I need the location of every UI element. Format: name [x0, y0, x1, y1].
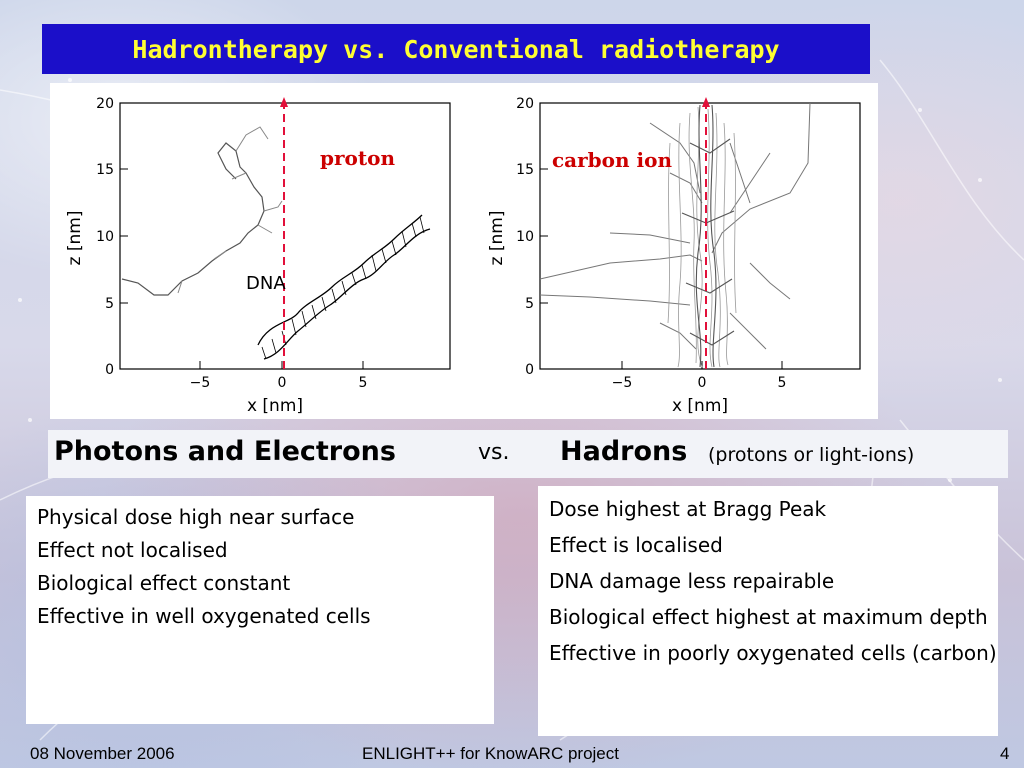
slide-title: Hadrontherapy vs. Conventional radiother…: [132, 34, 780, 64]
list-item: Biological effect constant: [37, 571, 291, 595]
page-number: 4: [1000, 744, 1010, 763]
proton-annotation: proton: [320, 146, 395, 170]
proton-y-tick: 0: [105, 362, 114, 378]
carbon-x-axis-label: x [nm]: [672, 396, 728, 416]
footer-date: 08 November 2006: [30, 744, 175, 763]
proton-x-tick: 0: [278, 375, 287, 391]
dna-label: DNA: [246, 273, 286, 294]
carbon-x-tick: 5: [778, 375, 787, 391]
list-item: Effective in poorly oxygenated cells (ca…: [549, 641, 997, 665]
carbon-y-tick: 10: [516, 229, 534, 245]
proton-y-tick: 5: [105, 296, 114, 312]
footer-project: ENLIGHT++ for KnowARC project: [362, 744, 619, 763]
list-item: Dose highest at Bragg Peak: [549, 497, 827, 521]
list-item: Effect not localised: [37, 538, 228, 562]
carbon-y-tick: 0: [525, 362, 534, 378]
proton-electron-track: [121, 142, 265, 296]
carbon-y-tick: 20: [516, 96, 534, 112]
list-item: Biological effect highest at maximum dep…: [549, 605, 988, 629]
carbon-ion-annotation: carbon ion: [552, 148, 672, 172]
photons-electrons-list: Physical dose high near surface Effect n…: [26, 496, 494, 724]
list-item: Physical dose high near surface: [37, 505, 355, 529]
proton-y-tick: 20: [96, 96, 114, 112]
carbon-electron-tracks: [539, 102, 811, 350]
carbon-ion-plot: 0 5 10 15 20 −5 0 5 x [nm] z [nm]: [487, 96, 861, 416]
proton-y-tick: 10: [96, 229, 114, 245]
proton-x-axis-label: x [nm]: [247, 396, 303, 416]
proton-y-axis-label: z [nm]: [65, 211, 85, 266]
carbon-y-tick: 15: [516, 162, 534, 178]
hadrons-list: Dose highest at Bragg Peak Effect is loc…: [538, 486, 998, 736]
carbon-y-tick: 5: [525, 296, 534, 312]
comparison-heading-row: Photons and Electrons vs. Hadrons (proto…: [48, 430, 1008, 478]
carbon-x-tick: −5: [612, 375, 633, 391]
proton-arrow-icon: [280, 97, 288, 107]
proton-x-tick: 5: [359, 375, 368, 391]
list-item: DNA damage less repairable: [549, 569, 835, 593]
hadrons-subheading: (protons or light-ions): [708, 444, 915, 466]
proton-y-tick: 15: [96, 162, 114, 178]
proton-plot: 0 5 10 15 20 −5 0 5 x [nm] z [nm]: [65, 96, 451, 416]
track-structure-figure: 0 5 10 15 20 −5 0 5 x [nm] z [nm]: [50, 83, 878, 419]
carbon-x-tick: 0: [698, 375, 707, 391]
proton-x-tick: −5: [190, 375, 211, 391]
photons-electrons-heading: Photons and Electrons: [54, 436, 396, 467]
hadrons-heading: Hadrons: [560, 436, 688, 467]
vs-label: vs.: [478, 440, 510, 465]
carbon-arrow-icon: [702, 97, 710, 107]
dna-helix: [257, 214, 431, 360]
list-item: Effect is localised: [549, 533, 723, 557]
carbon-y-axis-label: z [nm]: [487, 211, 507, 266]
title-bar: Hadrontherapy vs. Conventional radiother…: [42, 24, 870, 74]
list-item: Effective in well oxygenated cells: [37, 604, 371, 628]
